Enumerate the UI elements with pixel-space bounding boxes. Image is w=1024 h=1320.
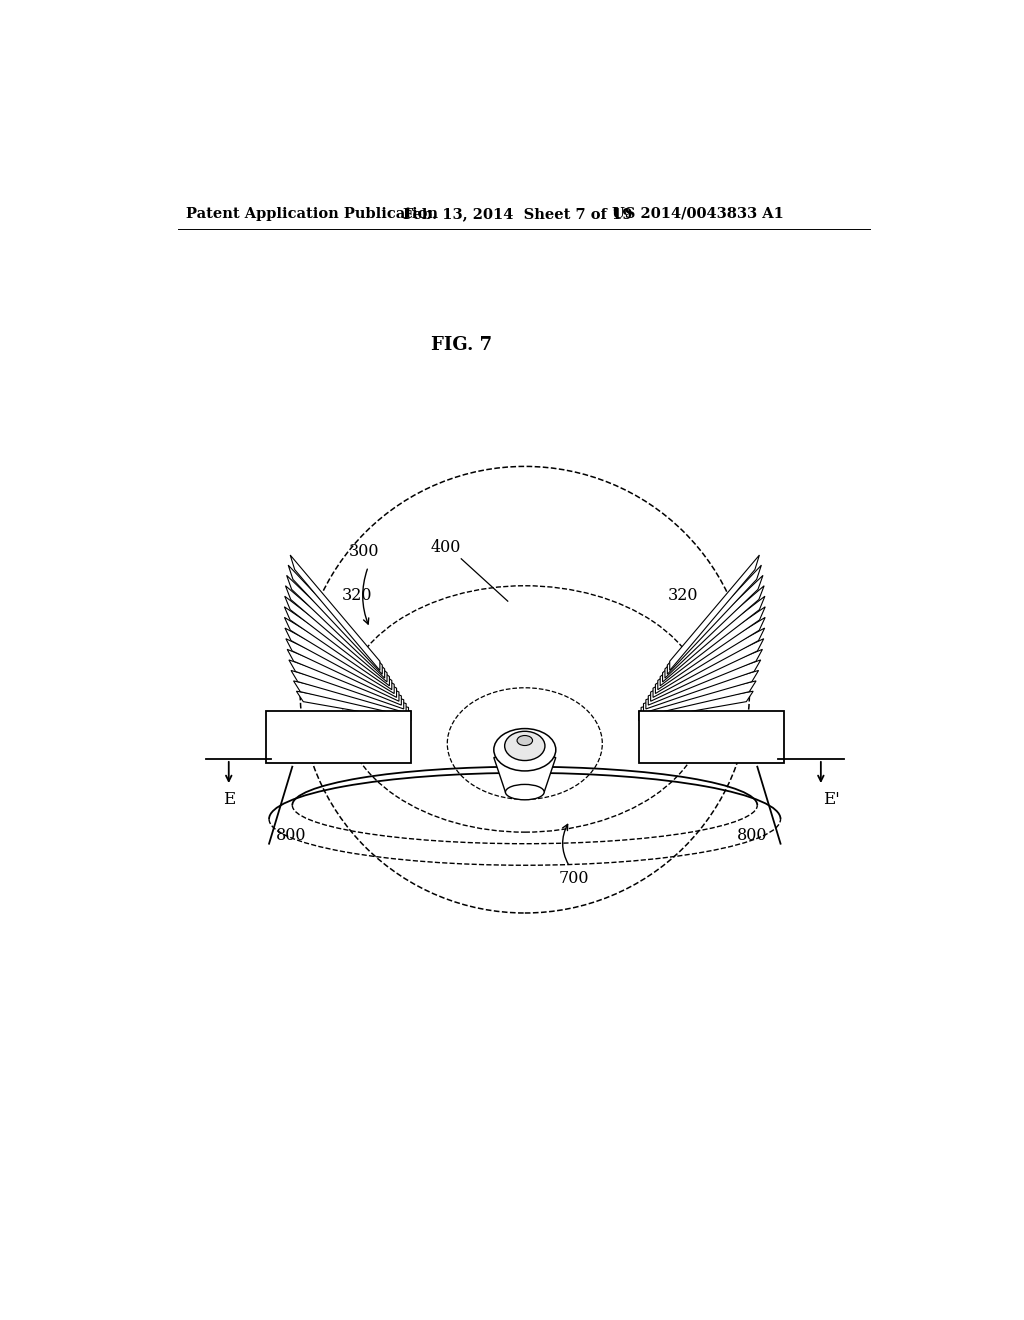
- Text: E': E': [823, 791, 840, 808]
- Polygon shape: [653, 628, 765, 697]
- Ellipse shape: [494, 729, 556, 771]
- Polygon shape: [655, 618, 765, 693]
- Polygon shape: [668, 565, 762, 675]
- Text: FIG. 7: FIG. 7: [431, 335, 492, 354]
- Polygon shape: [287, 576, 385, 678]
- Polygon shape: [285, 607, 392, 689]
- Text: 800: 800: [275, 828, 306, 845]
- Polygon shape: [639, 711, 783, 763]
- Polygon shape: [285, 628, 396, 697]
- Polygon shape: [286, 639, 399, 701]
- Polygon shape: [639, 692, 754, 721]
- Ellipse shape: [506, 784, 544, 800]
- Polygon shape: [287, 649, 401, 705]
- Ellipse shape: [505, 731, 545, 760]
- Text: 320: 320: [668, 587, 698, 605]
- Text: 320: 320: [342, 587, 373, 605]
- Polygon shape: [648, 649, 763, 705]
- Polygon shape: [657, 607, 765, 689]
- Polygon shape: [294, 681, 409, 717]
- Text: Feb. 13, 2014  Sheet 7 of 19: Feb. 13, 2014 Sheet 7 of 19: [403, 207, 633, 220]
- Polygon shape: [646, 660, 761, 709]
- Text: 800: 800: [736, 828, 767, 845]
- Text: Patent Application Publication: Patent Application Publication: [186, 207, 438, 220]
- Polygon shape: [650, 639, 764, 701]
- Text: 300: 300: [349, 543, 380, 560]
- Polygon shape: [288, 565, 382, 675]
- Polygon shape: [296, 692, 411, 721]
- Polygon shape: [663, 586, 764, 682]
- Polygon shape: [290, 554, 380, 671]
- Polygon shape: [670, 554, 760, 671]
- Text: 400: 400: [430, 539, 461, 556]
- Polygon shape: [665, 576, 763, 678]
- Text: US 2014/0043833 A1: US 2014/0043833 A1: [612, 207, 784, 220]
- Polygon shape: [660, 597, 765, 686]
- Ellipse shape: [517, 735, 532, 746]
- Polygon shape: [641, 681, 756, 717]
- Polygon shape: [289, 660, 403, 709]
- Text: E: E: [222, 791, 234, 808]
- Polygon shape: [291, 671, 407, 713]
- Polygon shape: [266, 711, 411, 763]
- Polygon shape: [643, 671, 759, 713]
- Text: 700: 700: [558, 870, 589, 887]
- Polygon shape: [286, 586, 387, 682]
- Polygon shape: [285, 618, 394, 693]
- Polygon shape: [285, 597, 389, 686]
- Polygon shape: [494, 758, 556, 792]
